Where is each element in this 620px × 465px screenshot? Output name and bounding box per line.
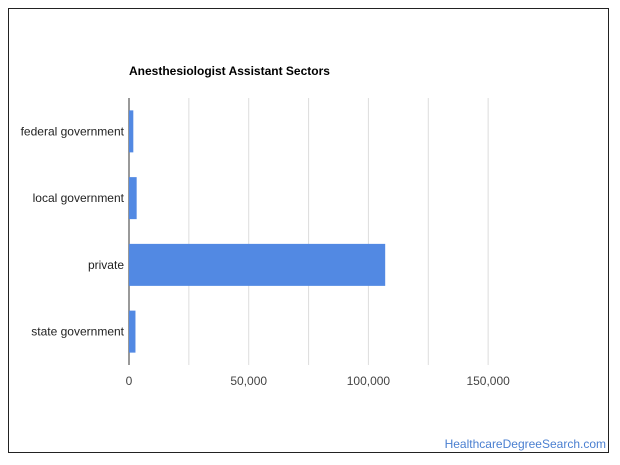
bar-federal-government[interactable] [129, 110, 134, 153]
bar-state-government[interactable] [129, 310, 136, 353]
gridlines [128, 98, 489, 365]
category-label: state government [31, 325, 124, 339]
category-label: local government [33, 191, 125, 205]
x-tick-label: 0 [126, 374, 133, 388]
tick-labels: 0 50,000 100,000 150,000 [126, 374, 510, 388]
x-tick-label: 100,000 [347, 374, 391, 388]
bar-private[interactable] [129, 243, 386, 286]
category-label: federal government [21, 124, 125, 138]
x-tick-label: 50,000 [230, 374, 267, 388]
category-labels: federal government local government privat… [21, 124, 125, 338]
bar-local-government[interactable] [129, 177, 137, 220]
x-tick-label: 150,000 [466, 374, 510, 388]
chart-title: Anesthesiologist Assistant Sectors [129, 64, 330, 78]
source-watermark[interactable]: HealthcareDegreeSearch.com [444, 437, 606, 451]
category-label: private [88, 258, 124, 272]
bars [129, 110, 386, 353]
